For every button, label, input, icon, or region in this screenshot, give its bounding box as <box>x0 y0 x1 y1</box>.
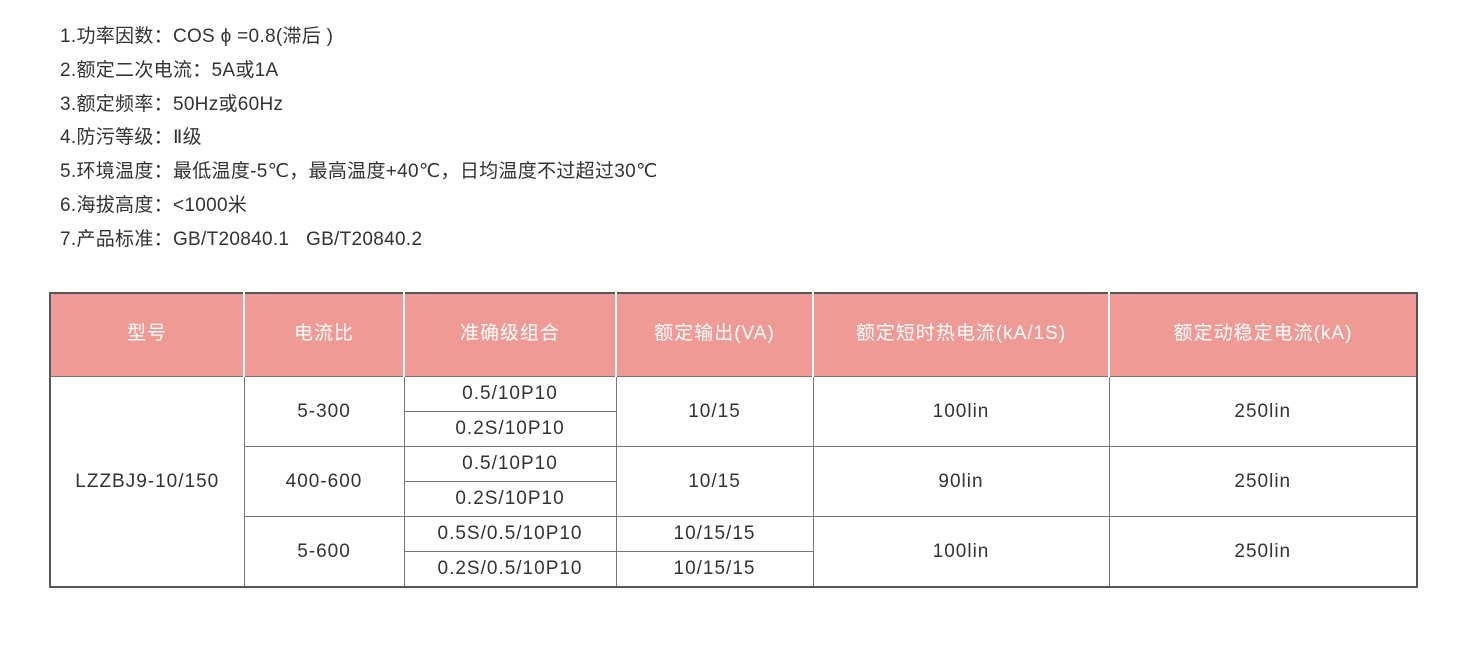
table-row: 0.2S/10P10 <box>50 411 1417 447</box>
dynamic-cell: 250lin <box>1108 376 1418 447</box>
spec-item: 5.环境温度：最低温度-5℃，最高温度+40℃，日均温度不过超过30℃ <box>60 161 658 183</box>
accuracy-cell: 0.5S/0.5/10P10 <box>403 516 617 552</box>
accuracy-cell: 0.2S/10P10 <box>403 411 617 447</box>
header-accuracy: 准确级组合 <box>403 293 616 377</box>
accuracy-cell: 0.5/10P10 <box>403 446 617 482</box>
dynamic-cell: 250lin <box>1108 516 1418 588</box>
spec-item: 4.防污等级：Ⅱ级 <box>60 127 202 149</box>
output-cell: 10/15/15 <box>615 516 814 552</box>
output-cell: 10/15 <box>615 376 814 447</box>
spec-item: 3.额定频率：50Hz或60Hz <box>60 93 284 115</box>
accuracy-cell: 0.2S/0.5/10P10 <box>403 551 617 588</box>
table-row: 400-600 0.5/10P10 10/15 90lin 250lin <box>50 446 1418 517</box>
output-cell: 10/15 <box>615 446 814 517</box>
dynamic-cell: 250lin <box>1108 446 1418 517</box>
thermal-cell: 90lin <box>812 446 1110 517</box>
thermal-cell: 100lin <box>812 516 1110 588</box>
spec-item: 7.产品标准：GB/T20840.1 GB/T20840.2 <box>60 228 423 250</box>
thermal-cell: 100lin <box>812 376 1110 447</box>
header-ratio: 电流比 <box>243 293 404 377</box>
spec-item: 1.功率因数：COS ϕ =0.8(滞后 ) <box>60 26 334 47</box>
header-output: 额定输出(VA) <box>615 293 813 377</box>
header-model: 型号 <box>50 293 244 377</box>
table-header-row: 型号 电流比 准确级组合 额定输出(VA) 额定短时热电流(kA/1S) 额定动… <box>50 293 1417 377</box>
table-row: 0.2S/10P10 <box>50 481 1417 517</box>
spec-table: 型号 电流比 准确级组合 额定输出(VA) 额定短时热电流(kA/1S) 额定动… <box>49 292 1418 588</box>
model-cell: LZZBJ9-10/150 <box>49 376 245 587</box>
spec-list: 1.功率因数：COS ϕ =0.8(滞后 ) 2.额定二次电流：5A或1A 3.… <box>60 20 658 257</box>
accuracy-cell: 0.5/10P10 <box>403 376 617 412</box>
ratio-cell: 5-300 <box>243 376 405 447</box>
table-row: LZZBJ9-10/150 5-300 0.5/10P10 10/15 100l… <box>49 376 1418 587</box>
output-cell: 10/15/15 <box>615 551 814 588</box>
spec-item: 2.额定二次电流：5A或1A <box>60 59 279 81</box>
ratio-cell: 5-600 <box>243 516 405 588</box>
accuracy-cell: 0.2S/10P10 <box>403 481 617 517</box>
spec-item: 6.海拔高度：<1000米 <box>60 194 248 216</box>
header-thermal: 额定短时热电流(kA/1S) <box>812 293 1109 377</box>
header-dynamic: 额定动稳定电流(kA) <box>1108 293 1417 377</box>
table-row: 5-600 0.5S/0.5/10P10 10/15/15 100lin 250… <box>50 516 1418 588</box>
table-row: 0.2S/0.5/10P10 10/15/15 <box>50 551 1417 588</box>
ratio-cell: 400-600 <box>243 446 405 517</box>
